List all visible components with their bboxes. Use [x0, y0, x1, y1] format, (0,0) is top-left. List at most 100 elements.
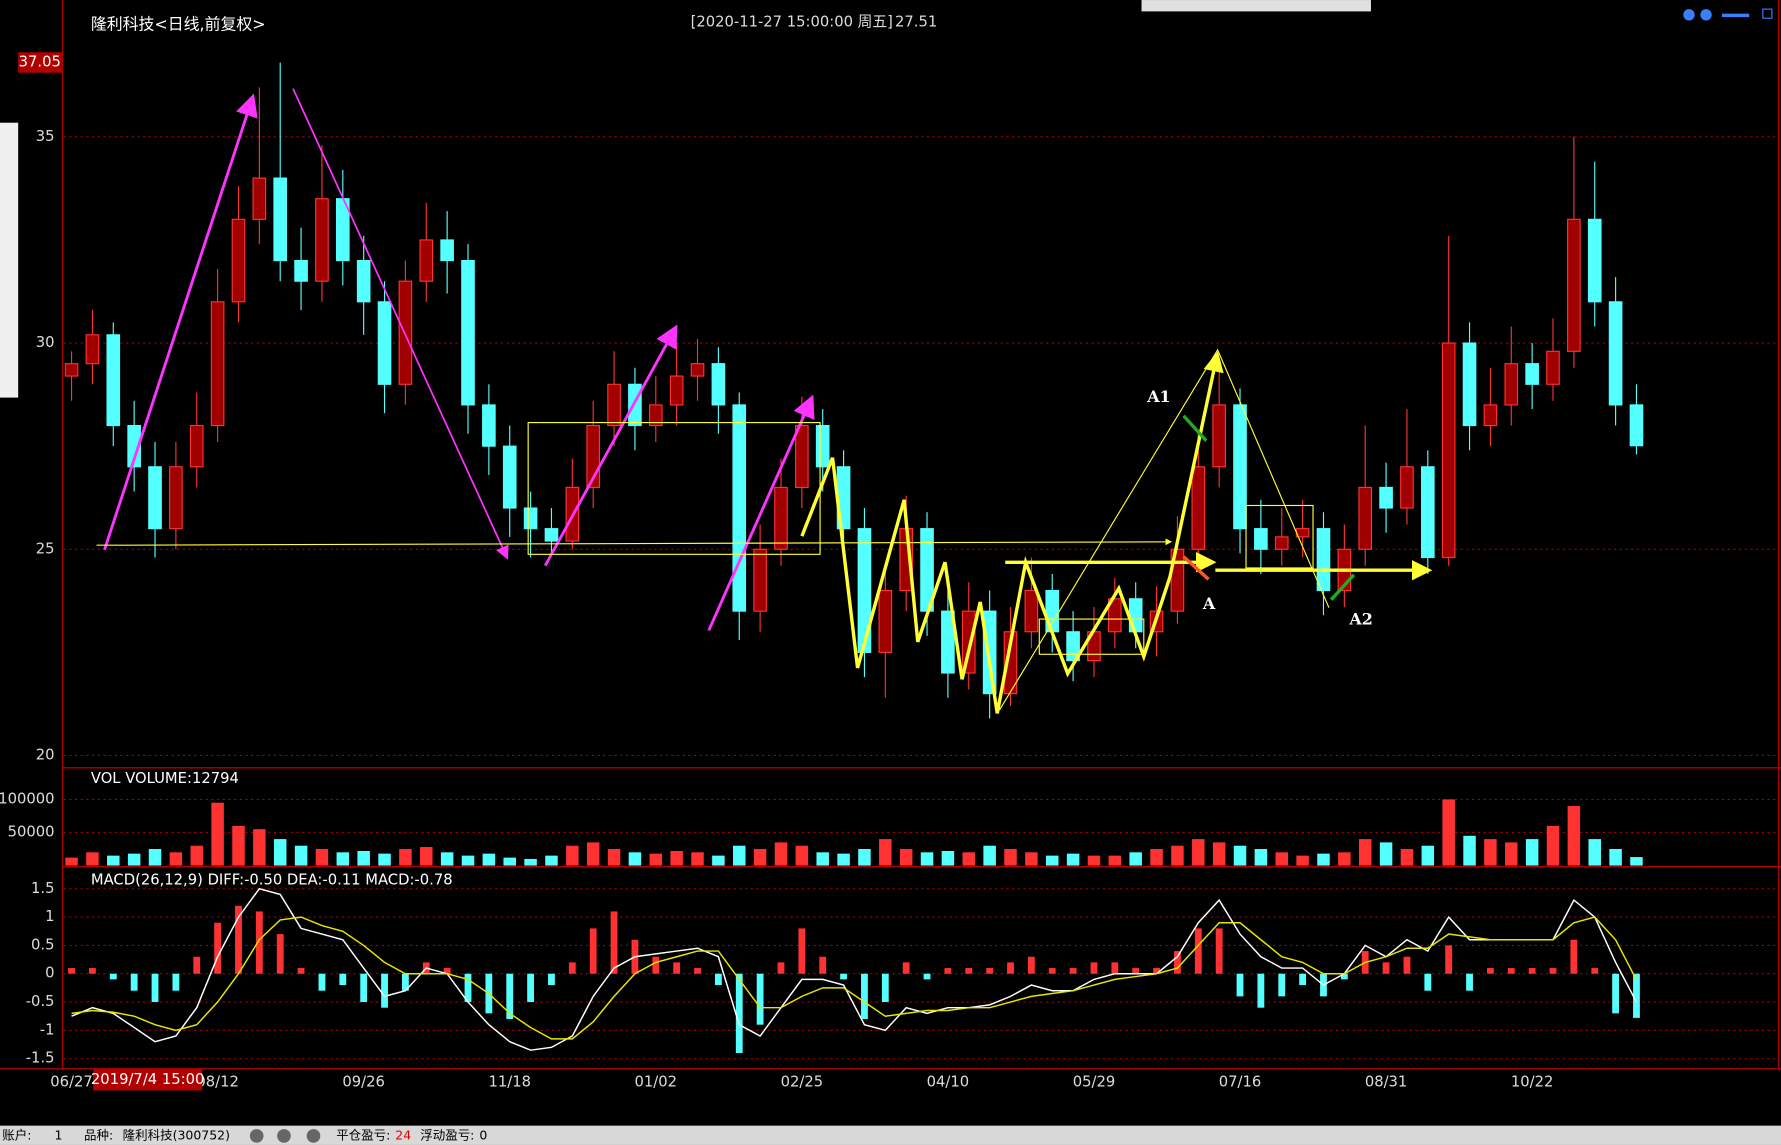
y-tick-label: 50000: [8, 823, 55, 840]
macd-bar: [1445, 945, 1453, 974]
macd-bar: [1278, 973, 1286, 997]
volume-bar: [962, 852, 976, 866]
macd-bar: [902, 962, 910, 974]
status-buttons[interactable]: [249, 1129, 321, 1143]
x-tick-label: 04/10: [927, 1073, 970, 1090]
volume-bar: [232, 825, 245, 866]
candle-body: [1400, 466, 1414, 509]
candle-body: [648, 404, 663, 427]
volume-bar: [1045, 855, 1059, 866]
candle-body: [294, 259, 308, 282]
macd-bar: [1111, 962, 1119, 974]
top-toolbar[interactable]: [1141, 0, 1371, 12]
volume-bar: [315, 849, 329, 866]
y-tick-label: 20: [36, 746, 55, 763]
y-tick-label: 0.5: [31, 936, 54, 953]
macd-bar: [1403, 956, 1411, 974]
volume-bar: [566, 845, 579, 866]
volume-bar: [127, 853, 141, 866]
volume-bar: [983, 845, 996, 866]
volume-bar: [1108, 855, 1122, 866]
drawing-toolbar[interactable]: [0, 122, 19, 398]
candle-body: [169, 466, 183, 530]
volume-bar: [482, 853, 496, 866]
candle-body: [1003, 631, 1018, 695]
cursor-label: 2019/7/4 15:00: [91, 1071, 204, 1088]
macd-bar: [339, 973, 347, 986]
candle-body: [1587, 218, 1602, 303]
volume-bar: [169, 852, 183, 866]
macd-bar: [1194, 928, 1202, 974]
macd-bar: [1174, 951, 1181, 974]
candle-body: [1254, 528, 1268, 550]
macd-bar: [193, 956, 201, 974]
candle-body: [774, 486, 788, 550]
candle-body: [1358, 486, 1373, 550]
volume-bar: [357, 850, 370, 866]
candle-body: [1108, 598, 1122, 633]
volume-bar: [1379, 842, 1393, 866]
volume-bar: [1338, 852, 1351, 866]
volume-bar: [1505, 842, 1518, 866]
status-value[interactable]: 1: [55, 1127, 63, 1142]
macd-bar: [1007, 962, 1014, 974]
x-tick-label: 08/12: [196, 1073, 239, 1090]
macd-bar: [1132, 968, 1140, 974]
candle-body: [544, 528, 559, 542]
volume-bar: [420, 847, 433, 866]
volume-bar: [107, 855, 120, 866]
volume-bar: [1358, 839, 1372, 866]
candle-body: [690, 363, 705, 377]
macd-line: [71, 887, 1638, 1051]
datetime: [2020-11-27 15:00:00 周五]: [691, 14, 893, 31]
macd-bar: [652, 956, 660, 974]
price: 27.51: [895, 14, 937, 31]
macd-bar: [735, 973, 743, 1054]
volume-bar: [378, 853, 391, 866]
status-value[interactable]: 隆利科技(300752): [123, 1127, 230, 1142]
candle-body: [1567, 218, 1581, 352]
y-tick-label: -1.5: [26, 1050, 55, 1067]
macd-bar: [1633, 973, 1640, 1018]
candle-body: [732, 404, 747, 612]
volume-bar: [816, 852, 829, 866]
volume-bar: [1212, 842, 1226, 866]
macd-bar: [1507, 968, 1515, 974]
macd-bar: [172, 973, 180, 991]
zoom-tools[interactable]: [1683, 8, 1773, 21]
macd-bar: [1299, 973, 1307, 986]
macd-bar: [401, 973, 409, 991]
status-texts: 账户: 1 品种: 隆利科技(300752) 平仓盈亏: 24 浮动盈亏: 0: [2, 1127, 487, 1142]
candle-body: [753, 548, 767, 612]
candle-body: [669, 375, 684, 406]
x-tick-label: 06/27: [50, 1073, 93, 1090]
macd-bar: [944, 968, 952, 974]
axis-top-marker: [18, 52, 62, 73]
candle-body: [815, 424, 830, 468]
volume-bar: [1421, 845, 1435, 866]
macd-bar: [840, 973, 847, 980]
macd-bar: [965, 968, 973, 974]
macd-title: MACD(26,12,9) DIFF:-0.50 DEA:-0.11 MACD:…: [91, 871, 453, 888]
candle-body: [377, 301, 392, 385]
volume-bar: [899, 849, 913, 866]
candle-body: [1024, 589, 1039, 633]
volume-bar: [1463, 835, 1476, 866]
volume-bar: [941, 850, 955, 866]
volume-bar: [1442, 799, 1455, 866]
trend-arrows: [103, 88, 815, 632]
macd-bar: [819, 956, 827, 974]
macd-bar: [130, 973, 138, 991]
macd-bar: [297, 968, 305, 974]
volume-bar: [1171, 845, 1184, 866]
macd-bar: [589, 928, 597, 974]
x-tick-label: 07/16: [1219, 1073, 1262, 1090]
candle-body: [210, 301, 225, 427]
macd-bar: [464, 973, 472, 1003]
macd-bar: [527, 973, 535, 1003]
candle-body: [1525, 363, 1539, 385]
volume-bar: [586, 842, 600, 866]
candle-body: [878, 589, 893, 653]
volume-bar: [399, 849, 412, 866]
status-text: 平仓盈亏:: [336, 1127, 390, 1142]
